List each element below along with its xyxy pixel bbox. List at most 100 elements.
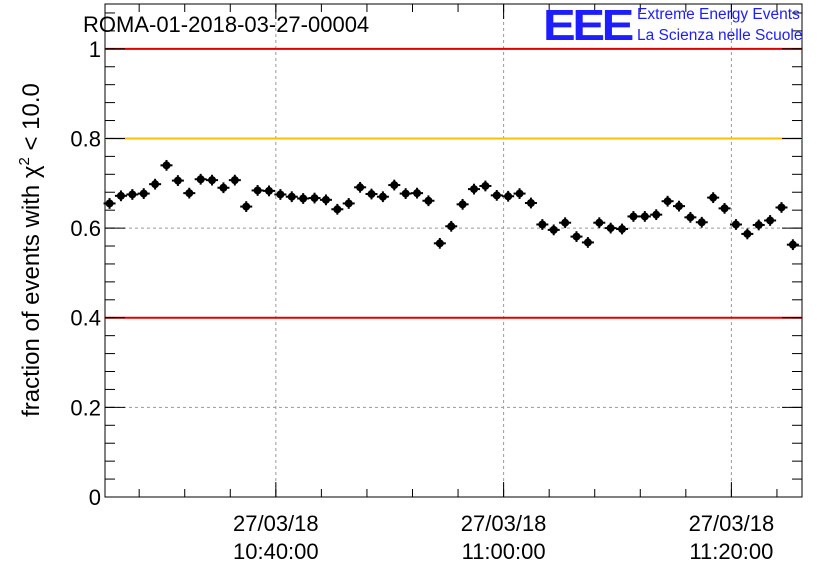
data-points [103,159,799,251]
point-marker [344,199,353,208]
data-point [137,188,150,199]
data-point [729,219,742,230]
data-point [468,183,480,195]
data-point [194,173,207,185]
point-marker [173,176,182,185]
point-marker [219,183,228,192]
data-point [285,191,298,203]
y-axis-label-suffix: < 10.0 [18,83,45,157]
data-point [171,175,184,186]
point-marker [788,240,797,249]
point-marker [367,190,376,199]
data-point [718,202,731,214]
data-point [627,211,640,222]
point-marker [470,185,478,194]
point-marker [629,212,638,221]
point-marker [731,220,740,229]
data-point [604,222,617,234]
data-point [695,216,708,228]
data-point [240,201,253,212]
point-marker [652,210,661,219]
point-marker [333,205,342,214]
point-marker [549,225,558,234]
y-axis-label-prefix: fraction of events with [18,178,45,417]
point-marker [139,189,148,198]
point-marker [299,194,308,203]
point-marker [561,218,570,227]
data-point [365,188,378,200]
point-marker [356,183,365,192]
y-tick-label: 0 [89,485,101,510]
point-marker [424,196,433,205]
point-marker [378,192,387,201]
data-point [354,181,367,193]
data-point [274,189,287,200]
axis-ticks [105,4,802,498]
data-point [559,217,572,229]
data-point [388,179,401,191]
point-marker [606,224,615,233]
data-point [638,211,651,222]
plot-frame [104,3,803,498]
point-marker [675,202,683,211]
data-point [650,209,663,221]
point-marker [618,224,627,233]
data-point [126,189,139,200]
data-point [456,198,469,210]
point-marker [253,186,262,195]
data-point [581,237,594,248]
y-axis-label-superscript: 2 [16,157,33,165]
data-point [547,224,560,236]
point-marker [287,192,296,201]
y-tick-labels: 0 0.2 0.4 0.6 0.8 1 [70,37,101,510]
point-marker [265,186,273,195]
point-marker [390,181,399,190]
data-point [673,200,685,212]
data-point [114,190,127,202]
point-marker [697,218,706,227]
data-point [160,159,173,171]
y-tick-label: 0.4 [70,306,101,331]
data-point [217,182,230,194]
x-tick-date: 27/03/18 [689,511,775,536]
data-point [228,174,241,186]
point-marker [310,194,319,203]
data-point [376,191,389,203]
x-tick-date: 27/03/18 [461,511,547,536]
data-point [764,215,777,226]
data-point [490,189,503,201]
x-tick-time: 11:20:00 [689,539,773,564]
point-marker [401,189,410,198]
point-marker [492,191,501,200]
data-point [616,223,629,235]
run-title: ROMA-01-2018-03-27-00004 [83,12,369,37]
point-marker [151,180,160,189]
x-tick-time: 11:00:00 [462,539,546,564]
data-point [536,219,549,230]
point-marker [196,175,205,184]
point-marker [413,189,422,198]
point-marker [276,190,285,199]
point-marker [754,220,763,229]
y-tick-label: 1 [89,37,101,62]
data-point [570,231,583,242]
y-axis-label: fraction of events with χ2 < 10.0 [16,83,45,417]
point-marker [663,197,672,206]
data-point [263,185,275,197]
eee-logo: EEE Extreme Energy Events La Scienza nel… [543,1,802,50]
point-marker [640,212,649,221]
data-point [752,219,765,231]
point-marker [230,176,239,185]
data-point [297,193,310,204]
point-marker [766,216,775,225]
point-marker [583,238,592,247]
point-marker [162,161,171,170]
point-marker [777,203,786,212]
point-marker [458,200,467,209]
x-tick-labels: 27/03/18 10:40:00 27/03/18 11:00:00 27/03/18… [233,511,774,564]
point-marker [686,213,695,222]
y-tick-label: 0.8 [70,126,101,151]
point-marker [128,190,137,199]
